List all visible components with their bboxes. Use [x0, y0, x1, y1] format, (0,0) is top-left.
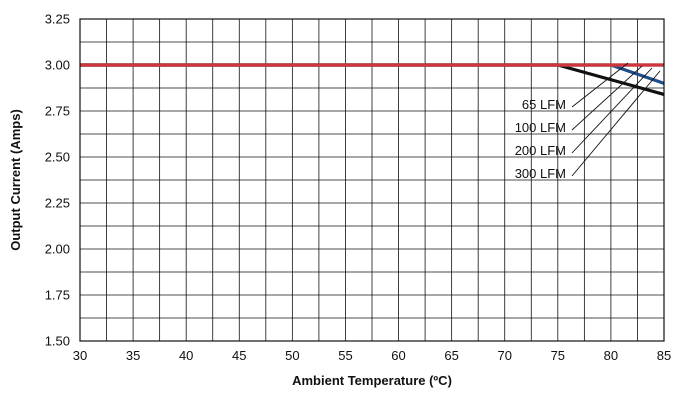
- y-tick-label: 2.75: [45, 104, 70, 119]
- x-axis-label: Ambient Temperature (ºC): [292, 373, 452, 388]
- legend-annotations: 65 LFM 100 LFM 200 LFM 300 LFM: [515, 62, 661, 181]
- legend-leader-line: [571, 67, 653, 154]
- plot-frame: [79, 18, 665, 342]
- legend-label-3: 200 LFM: [515, 143, 566, 158]
- legend-label-4: 300 LFM: [515, 166, 566, 181]
- legend-leader-line: [571, 65, 643, 131]
- y-tick-label: 2.25: [45, 196, 70, 211]
- x-tick-label: 55: [338, 348, 352, 363]
- y-axis-label: Output Current (Amps): [8, 109, 23, 251]
- x-tick-label: 65: [444, 348, 458, 363]
- y-tick-label: 2.00: [45, 242, 70, 257]
- x-tick-label: 30: [73, 348, 87, 363]
- x-tick-label: 40: [179, 348, 193, 363]
- legend-label-2: 100 LFM: [515, 120, 566, 135]
- y-tick-label: 1.75: [45, 288, 70, 303]
- legend-leader-line: [571, 70, 661, 177]
- legend-leader-line: [571, 62, 629, 108]
- x-tick-label: 50: [285, 348, 299, 363]
- x-tick-label: 75: [551, 348, 565, 363]
- series-lines: [80, 63, 665, 96]
- x-tick-label: 70: [497, 348, 511, 363]
- x-tick-label: 80: [604, 348, 618, 363]
- y-tick-label: 3.25: [45, 12, 70, 27]
- x-tick-label: 60: [391, 348, 405, 363]
- grid: [80, 19, 664, 341]
- legend-label-1: 65 LFM: [522, 97, 566, 112]
- y-tick-label: 1.50: [45, 334, 70, 349]
- x-tick-label: 35: [126, 348, 140, 363]
- y-tick-label: 3.00: [45, 58, 70, 73]
- x-tick-label: 85: [657, 348, 671, 363]
- y-tick-label: 2.50: [45, 150, 70, 165]
- x-tick-labels: 30 35 40 45 50 55 60 65 70 75 80 85: [73, 348, 671, 363]
- x-tick-label: 45: [232, 348, 246, 363]
- y-tick-labels: 1.50 1.75 2.00 2.25 2.50 2.75 3.00 3.25: [45, 12, 70, 349]
